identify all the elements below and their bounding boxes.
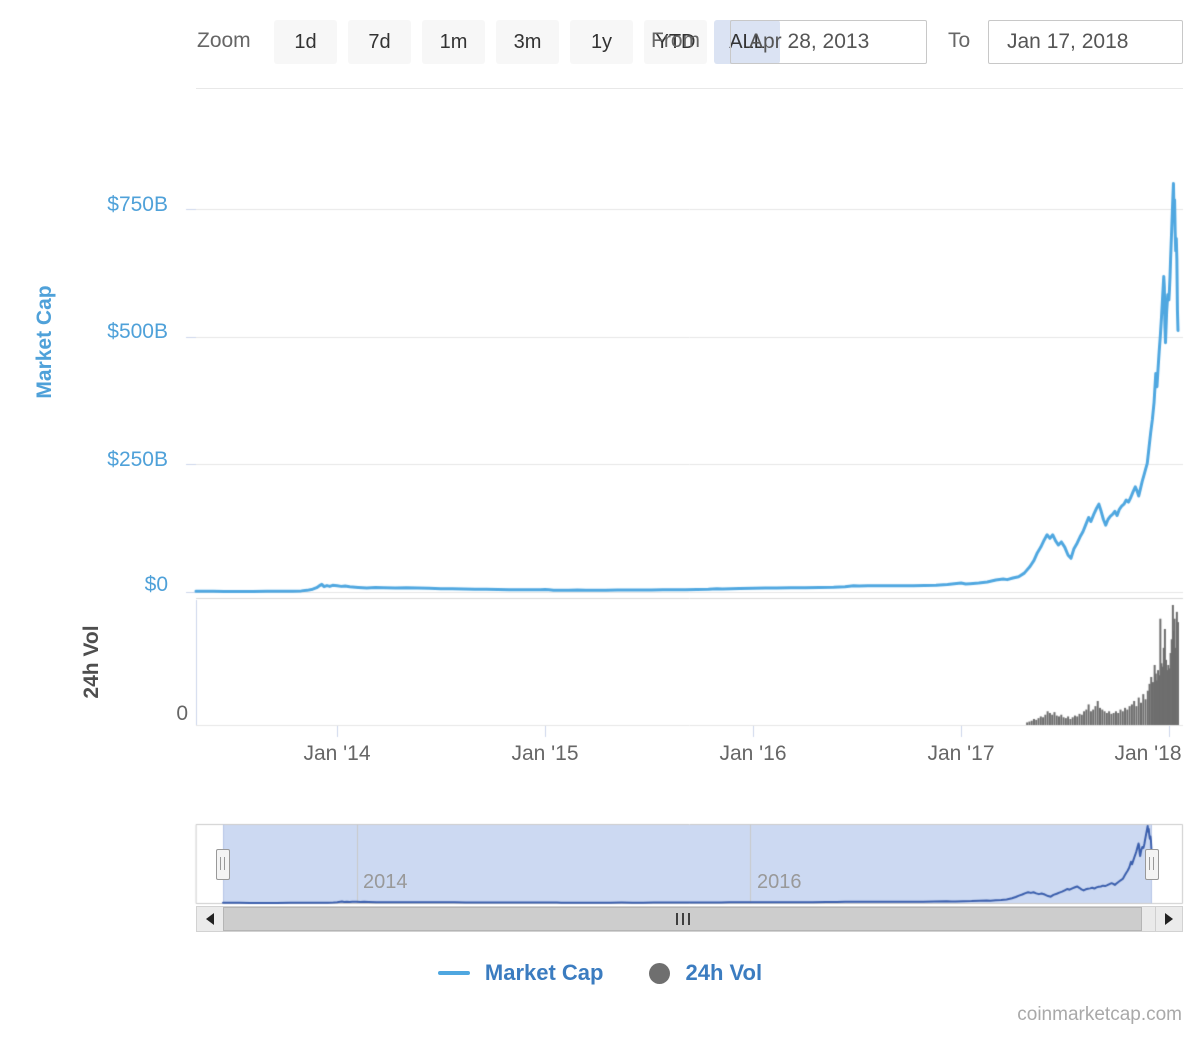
ytick-750b: $750B <box>107 193 168 216</box>
ytick-500b: $500B <box>107 320 168 343</box>
legend-label-24h-vol: 24h Vol <box>685 960 763 985</box>
xtick-jan16: Jan '16 <box>719 742 787 765</box>
zoom-label: Zoom <box>197 29 251 52</box>
navigator-handle-left[interactable] <box>216 849 230 880</box>
legend-label-market-cap: Market Cap <box>484 960 604 985</box>
scrollbar[interactable] <box>196 906 1183 932</box>
to-date-input[interactable] <box>988 20 1183 64</box>
scroll-left-button[interactable] <box>197 907 224 931</box>
from-label: From <box>651 29 700 52</box>
legend: Market Cap 24h Vol <box>0 960 1200 986</box>
xtick-jan17: Jan '17 <box>927 742 995 765</box>
zoom-button-ytd[interactable]: YTD <box>644 20 707 64</box>
navigator-year-2014: 2014 <box>363 871 408 893</box>
ytick-250b: $250B <box>107 448 168 471</box>
toolbar-divider <box>196 88 1183 89</box>
ytick-0: $0 <box>144 573 168 596</box>
from-date-input[interactable] <box>730 20 927 64</box>
circle-swatch-icon <box>649 962 671 984</box>
to-label: To <box>948 29 971 52</box>
zoom-button-3m[interactable]: 3m <box>496 20 559 64</box>
legend-item-market-cap[interactable]: Market Cap <box>437 960 604 986</box>
xtick-jan14: Jan '14 <box>303 742 371 765</box>
scroll-left-icon <box>206 913 214 925</box>
zoom-button-1y[interactable]: 1y <box>570 20 633 64</box>
xtick-jan15: Jan '15 <box>511 742 579 765</box>
zoom-button-7d[interactable]: 7d <box>348 20 411 64</box>
volume-tick-0: 0 <box>176 702 188 725</box>
zoom-button-1d[interactable]: 1d <box>274 20 337 64</box>
scroll-right-button[interactable] <box>1155 907 1182 931</box>
line-swatch-icon <box>437 971 470 975</box>
credit-link[interactable]: coinmarketcap.com <box>1017 1004 1182 1025</box>
scrollbar-thumb[interactable] <box>223 907 1142 931</box>
scrollbar-grip <box>675 913 678 925</box>
scroll-right-icon <box>1165 913 1173 925</box>
zoom-button-1m[interactable]: 1m <box>422 20 485 64</box>
navigator-handle-right[interactable] <box>1145 849 1159 880</box>
marketcap-axis-title: Market Cap <box>33 285 56 399</box>
navigator-year-2016: 2016 <box>757 871 802 893</box>
legend-item-24h-vol[interactable]: 24h Vol <box>649 960 762 986</box>
xtick-jan18: Jan '18 <box>1114 742 1182 765</box>
